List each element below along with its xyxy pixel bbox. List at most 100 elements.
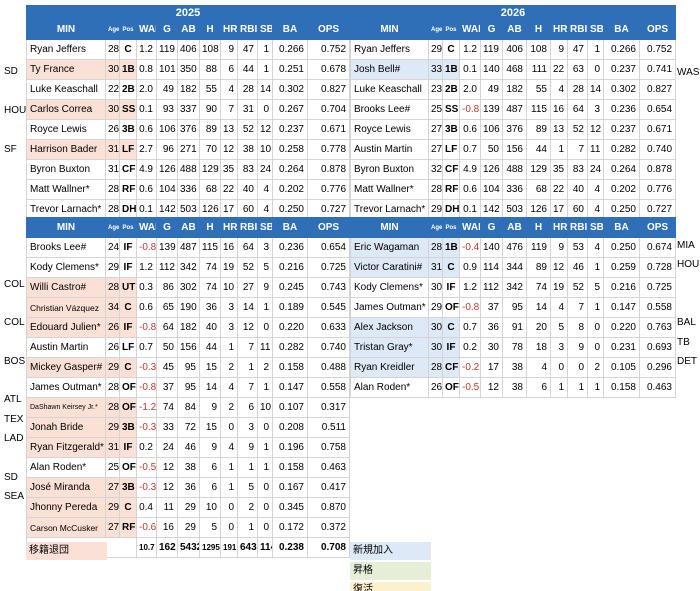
player-rbi: 7 <box>567 139 588 160</box>
player-h: 40 <box>199 317 221 338</box>
player-name: Josh Bell# <box>350 59 429 80</box>
player-name: Jhonny Pereda <box>26 497 106 518</box>
player-g: 139 <box>480 99 503 120</box>
team-abbrev: SF <box>4 143 17 155</box>
player-war: 0.7 <box>459 317 481 338</box>
player-name: Jonah Bride <box>26 417 106 438</box>
column-header: HR <box>550 217 568 238</box>
player-g: 49 <box>480 79 503 100</box>
player-row: Ryan Jeffers 29 C 1.2 119 406 108 9 47 1 0.266 0.75… <box>350 39 677 60</box>
player-war: 1.2 <box>136 39 157 60</box>
player-sb: 0 <box>257 477 273 498</box>
player-hr: 22 <box>220 179 238 200</box>
player-pos: OF <box>119 377 137 398</box>
player-ab: 190 <box>177 297 200 318</box>
player-row: Carson McCusker 27 RF -0.6 16 29 5 0 1 0 0.172 0.37… <box>26 517 350 538</box>
player-h: 55 <box>526 79 551 100</box>
player-g: 106 <box>156 119 178 140</box>
team-abbrev: DET <box>677 355 697 367</box>
player-ba: 0.158 <box>272 357 308 378</box>
player-h: 15 <box>199 417 221 438</box>
player-hr: 4 <box>220 437 238 458</box>
player-pos: 3B <box>119 119 137 140</box>
player-ops: 0.743 <box>307 277 350 298</box>
player-war: 0.2 <box>136 437 157 458</box>
player-g: 30 <box>480 337 503 358</box>
column-header: BA <box>603 217 640 238</box>
player-sb: 10 <box>257 139 273 160</box>
player-ops: 0.633 <box>307 317 350 338</box>
player-g: 11 <box>156 497 178 518</box>
player-h: 6 <box>526 377 551 398</box>
column-header: Age <box>428 19 443 40</box>
player-ab: 488 <box>177 159 200 180</box>
player-war: 0.1 <box>459 59 481 80</box>
player-ab: 342 <box>502 277 527 298</box>
player-hr: 4 <box>550 297 568 318</box>
player-rbi: 3 <box>237 417 258 438</box>
player-age: 28 <box>428 237 443 258</box>
player-age: 28 <box>105 179 120 200</box>
player-pos: LF <box>119 139 137 160</box>
player-h: 74 <box>199 257 221 278</box>
team-abbrev: TB <box>677 336 690 348</box>
player-h: 90 <box>199 99 221 120</box>
player-h: 9 <box>199 397 221 418</box>
player-sb: 5 <box>587 277 604 298</box>
player-h: 115 <box>199 237 221 258</box>
player-hr: 22 <box>550 59 568 80</box>
column-header: HR <box>220 19 238 40</box>
player-ab: 84 <box>177 397 200 418</box>
player-hr: 13 <box>550 119 568 140</box>
column-header: MIN <box>350 217 429 238</box>
player-rbi: 38 <box>237 139 258 160</box>
player-g: 12 <box>156 457 178 478</box>
player-g: 86 <box>156 277 178 298</box>
player-pos: OF <box>119 457 137 478</box>
player-ab: 337 <box>177 99 200 120</box>
player-ops: 0.511 <box>307 417 350 438</box>
player-ops: 0.740 <box>638 139 677 160</box>
player-pos: RF <box>119 179 137 200</box>
player-pos: C <box>119 297 137 318</box>
player-h: 111 <box>526 59 551 80</box>
player-rbi: 7 <box>237 337 258 358</box>
player-rbi: 14 <box>237 297 258 318</box>
player-war: -0.8 <box>459 297 481 318</box>
player-h: 68 <box>199 179 221 200</box>
player-hr: 16 <box>550 99 568 120</box>
player-rbi: 5 <box>237 477 258 498</box>
player-age: 31 <box>105 437 120 458</box>
column-header: H <box>199 19 221 40</box>
player-pos: RF <box>442 179 460 200</box>
player-row: Luke Keaschall 23 2B 2.0 49 182 55 4 28 14 0.302 0.… <box>350 79 677 100</box>
player-pos: IF <box>442 337 460 358</box>
player-sb: 14 <box>257 79 273 100</box>
player-ab: 95 <box>502 297 527 318</box>
player-war: -0.4 <box>459 237 481 258</box>
player-h: 74 <box>199 277 221 298</box>
player-row: Luke Keaschall 22 2B 2.0 49 182 55 4 28 14 0.302 0.… <box>26 79 351 100</box>
player-row: Brooks Lee# 24 IF -0.8 139 487 115 16 64 3 0.236 0.… <box>26 237 350 258</box>
player-h: 5 <box>199 517 221 538</box>
player-age: 31 <box>105 159 120 180</box>
player-pos: 3B <box>119 417 137 438</box>
player-name: DaShawn Keirsey Jr.* <box>26 397 106 418</box>
player-row: Willi Castro# 28 UT 0.3 86 302 74 10 27 9 0.245 0.7… <box>26 277 350 298</box>
player-row: Victor Caratini# 31 C 0.9 114 344 89 12 46 1 0.259… <box>350 257 676 278</box>
player-war: 2.7 <box>136 139 157 160</box>
column-header: MIN <box>26 19 106 40</box>
player-ba: 0.237 <box>603 59 640 80</box>
player-age: 26 <box>105 337 120 358</box>
column-header: Pos <box>442 217 460 238</box>
player-row: Brooks Lee# 25 SS -0.8 139 487 115 16 64 3 0.236 0.… <box>350 99 677 120</box>
player-pos: IF <box>442 277 460 298</box>
player-age: 30 <box>428 337 443 358</box>
player-age: 28 <box>428 179 443 200</box>
player-ops: 0.678 <box>306 59 351 80</box>
player-war: -0.3 <box>136 357 157 378</box>
player-pos: CF <box>442 159 460 180</box>
player-ba: 0.231 <box>603 337 640 358</box>
player-h: 68 <box>526 179 551 200</box>
player-ops: 0.776 <box>638 179 677 200</box>
